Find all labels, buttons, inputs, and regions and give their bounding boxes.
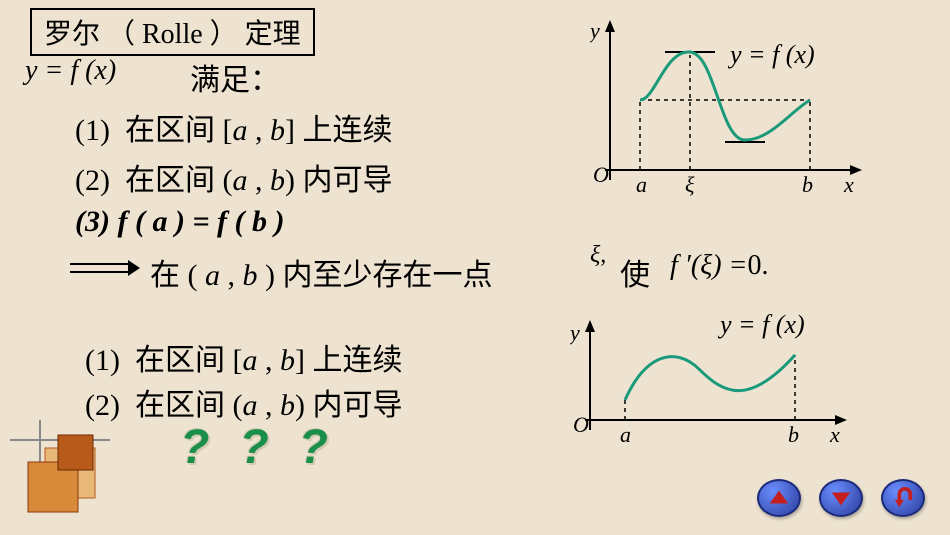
equation-yfx: y = f (x): [25, 55, 116, 87]
nav-return-button[interactable]: [881, 479, 925, 517]
satisfies-label: 满足：: [190, 55, 280, 99]
graph2-label: y = f (x): [720, 310, 805, 340]
nav-down-button[interactable]: [819, 479, 863, 517]
condition-3: (3) f ( a ) = f ( b ): [75, 205, 285, 239]
lower-condition-1: (1) 在区间 [a , b] 上连续: [85, 335, 402, 379]
conclusion-shi: 使: [620, 250, 650, 294]
question-marks: ? ? ?: [180, 420, 328, 475]
svg-text:O: O: [573, 412, 589, 437]
conclusion: 在 ( a , b ) 内至少存在一点: [150, 250, 493, 294]
svg-text:x: x: [843, 172, 854, 197]
svg-text:ξ: ξ: [685, 172, 695, 197]
graph-no-rolle: O a b x y: [570, 320, 860, 450]
conclusion-eq: f ′(ξ) =0.: [670, 250, 768, 282]
graph1-label: y = f (x): [730, 40, 815, 70]
origin-label: O: [593, 162, 609, 187]
conclusion-xi: ξ,: [590, 242, 606, 269]
svg-text:b: b: [788, 422, 799, 447]
svg-text:x: x: [829, 422, 840, 447]
svg-text:a: a: [620, 422, 631, 447]
lower-condition-2: (2) 在区间 (a , b) 内可导: [85, 380, 402, 424]
implies-arrow-icon: [70, 260, 140, 276]
condition-1: (1) 在区间 [a , b] 上连续: [75, 105, 392, 149]
condition-2: (2) 在区间 (a , b) 内可导: [75, 155, 392, 199]
nav-up-button[interactable]: [757, 479, 801, 517]
theorem-title: 罗尔 （ Rolle ） 定理: [30, 8, 315, 56]
nav-buttons: [757, 479, 925, 517]
svg-text:y: y: [590, 20, 600, 43]
svg-text:a: a: [636, 172, 647, 197]
svg-text:b: b: [802, 172, 813, 197]
svg-text:y: y: [570, 320, 580, 345]
slide-decoration-icon: [10, 420, 130, 520]
